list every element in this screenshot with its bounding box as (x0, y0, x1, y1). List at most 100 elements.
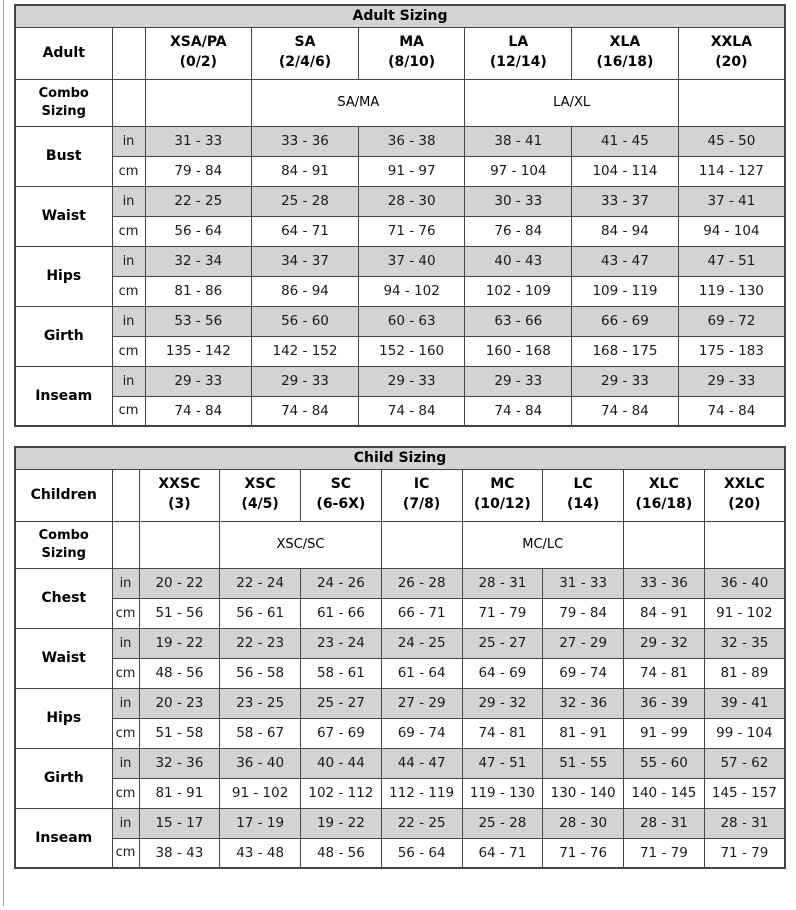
size-column-header: LA (12/14) (464, 26, 573, 80)
combo-row: Combo Sizing SA/MA LA/XL (14, 78, 786, 127)
size-range-cell: 30 - 33 (464, 185, 573, 217)
measurement-label: Girth (14, 747, 113, 809)
size-range-cell: 22 - 23 (219, 627, 301, 659)
unit-label: cm (111, 717, 140, 749)
size-range-cell: 20 - 23 (138, 687, 221, 719)
size-range-cell: 91 - 102 (219, 777, 301, 809)
unit-column-spacer (111, 26, 146, 80)
measurement-label: Waist (14, 185, 113, 247)
size-range-cell: 15 - 17 (138, 807, 221, 839)
size-range-cell: 47 - 51 (677, 245, 786, 277)
unit-label: in (111, 807, 140, 839)
size-range-cell: 94 - 102 (357, 275, 466, 307)
size-range-cell: 66 - 71 (380, 597, 463, 629)
size-column-header: XLA (16/18) (571, 26, 679, 80)
size-range-cell: 69 - 74 (380, 717, 463, 749)
size-range-cell: 26 - 28 (380, 567, 463, 599)
size-range-cell: 29 - 33 (144, 365, 253, 397)
unit-label: cm (111, 335, 146, 367)
size-range-cell: 168 - 175 (571, 335, 679, 367)
size-range-cell: 61 - 64 (380, 657, 463, 689)
size-range-cell: 38 - 41 (464, 125, 573, 157)
measurement-row: cm 51 - 56 56 - 61 61 - 66 66 - 71 71 - 79 79 … (15, 597, 786, 629)
size-column-header: SC (6-6X) (300, 468, 382, 522)
size-range-cell: 102 - 109 (464, 275, 573, 307)
size-range-cell: 94 - 104 (677, 215, 786, 247)
size-column-header: XXLC (20) (703, 468, 786, 522)
size-range-cell: 71 - 76 (542, 837, 624, 869)
size-range-cell: 36 - 38 (357, 125, 466, 157)
size-range-cell: 23 - 24 (300, 627, 382, 659)
size-range-cell: 53 - 56 (144, 305, 253, 337)
size-range-cell: 74 - 81 (461, 717, 544, 749)
size-range-cell: 69 - 72 (677, 305, 786, 337)
measurement-label: Girth (14, 305, 113, 367)
size-range-cell: 71 - 79 (461, 597, 544, 629)
combo-size-cell: LA/XL (464, 78, 679, 127)
unit-column-spacer (111, 468, 140, 522)
combo-sizing-label: Combo Sizing (14, 520, 113, 569)
size-range-cell: 43 - 47 (571, 245, 679, 277)
measurement-row: Waist in 19 - 22 22 - 23 23 - 24 24 - 25 25 - … (14, 627, 786, 689)
size-range-cell: 74 - 84 (251, 395, 359, 427)
child-sizing-table: Child Sizing Children XXSC (3) XSC (4/5) SC … (14, 446, 786, 869)
size-column-header: SA (2/4/6) (251, 26, 359, 80)
unit-label: in (111, 687, 140, 719)
size-range-cell: 91 - 102 (703, 597, 786, 629)
size-range-cell: 27 - 29 (542, 627, 624, 659)
size-range-cell: 61 - 66 (300, 597, 382, 629)
size-range-cell: 71 - 79 (703, 837, 786, 869)
size-range-cell: 37 - 41 (677, 185, 786, 217)
adult-sizing-table: Adult Sizing Adult XSA/PA (0/2) SA (2/4/6) M… (14, 4, 786, 427)
table-title: Adult Sizing (14, 4, 786, 28)
size-range-cell: 48 - 56 (300, 837, 382, 869)
size-range-cell: 32 - 35 (703, 627, 786, 659)
size-range-cell: 114 - 127 (677, 155, 786, 187)
size-range-cell: 142 - 152 (251, 335, 359, 367)
measurement-label: Inseam (14, 807, 113, 869)
size-column-header: XSC (4/5) (219, 468, 301, 522)
size-range-cell: 55 - 60 (623, 747, 705, 779)
measurement-row: cm 135 - 142 142 - 152 152 - 160 160 - 168 16… (15, 335, 786, 367)
measurement-row: Inseam in 29 - 33 29 - 33 29 - 33 29 - 33 29 -… (14, 365, 786, 427)
size-range-cell: 29 - 33 (464, 365, 573, 397)
size-range-cell: 24 - 26 (300, 567, 382, 599)
combo-row: Combo Sizing XSC/SC MC/LC (14, 520, 786, 569)
measurement-row: cm 81 - 86 86 - 94 94 - 102 102 - 109 109 - 1… (15, 275, 786, 307)
size-range-cell: 48 - 56 (138, 657, 221, 689)
size-range-cell: 112 - 119 (380, 777, 463, 809)
size-range-cell: 81 - 91 (138, 777, 221, 809)
size-range-cell: 20 - 22 (138, 567, 221, 599)
header-row: Adult XSA/PA (0/2) SA (2/4/6) MA (8/10) LA (… (14, 26, 786, 80)
size-range-cell: 64 - 71 (251, 215, 359, 247)
size-range-cell: 47 - 51 (461, 747, 544, 779)
combo-size-cell (380, 520, 463, 569)
measurement-row: Inseam in 15 - 17 17 - 19 19 - 22 22 - 25 25 -… (14, 807, 786, 869)
combo-size-cell (703, 520, 786, 569)
size-range-cell: 104 - 114 (571, 155, 679, 187)
size-column-header: XSA/PA (0/2) (144, 26, 253, 80)
measurement-row: cm 79 - 84 84 - 91 91 - 97 97 - 104 104 - 114… (15, 155, 786, 187)
size-range-cell: 44 - 47 (380, 747, 463, 779)
measurement-row: cm 74 - 84 74 - 84 74 - 84 74 - 84 74 - 84 74 … (15, 395, 786, 427)
size-range-cell: 74 - 84 (464, 395, 573, 427)
table-gap (14, 427, 787, 446)
size-range-cell: 40 - 44 (300, 747, 382, 779)
measurement-row: Hips in 20 - 23 23 - 25 25 - 27 27 - 29 29 - 3… (14, 687, 786, 749)
measurement-row: Girth in 53 - 56 56 - 60 60 - 63 63 - 66 66 - … (14, 305, 786, 367)
size-range-cell: 84 - 91 (623, 597, 705, 629)
size-range-cell: 58 - 61 (300, 657, 382, 689)
size-range-cell: 36 - 40 (219, 747, 301, 779)
title-row: Adult Sizing (14, 4, 786, 28)
measurement-label: Waist (14, 627, 113, 689)
size-range-cell: 56 - 61 (219, 597, 301, 629)
size-range-cell: 29 - 32 (623, 627, 705, 659)
unit-column-spacer (111, 78, 146, 127)
size-range-cell: 29 - 33 (357, 365, 466, 397)
table-title: Child Sizing (14, 446, 786, 470)
size-range-cell: 86 - 94 (251, 275, 359, 307)
page: Adult Sizing Adult XSA/PA (0/2) SA (2/4/6) M… (3, 0, 796, 906)
combo-size-cell (677, 78, 786, 127)
unit-label: cm (111, 395, 146, 427)
unit-label: cm (111, 657, 140, 689)
